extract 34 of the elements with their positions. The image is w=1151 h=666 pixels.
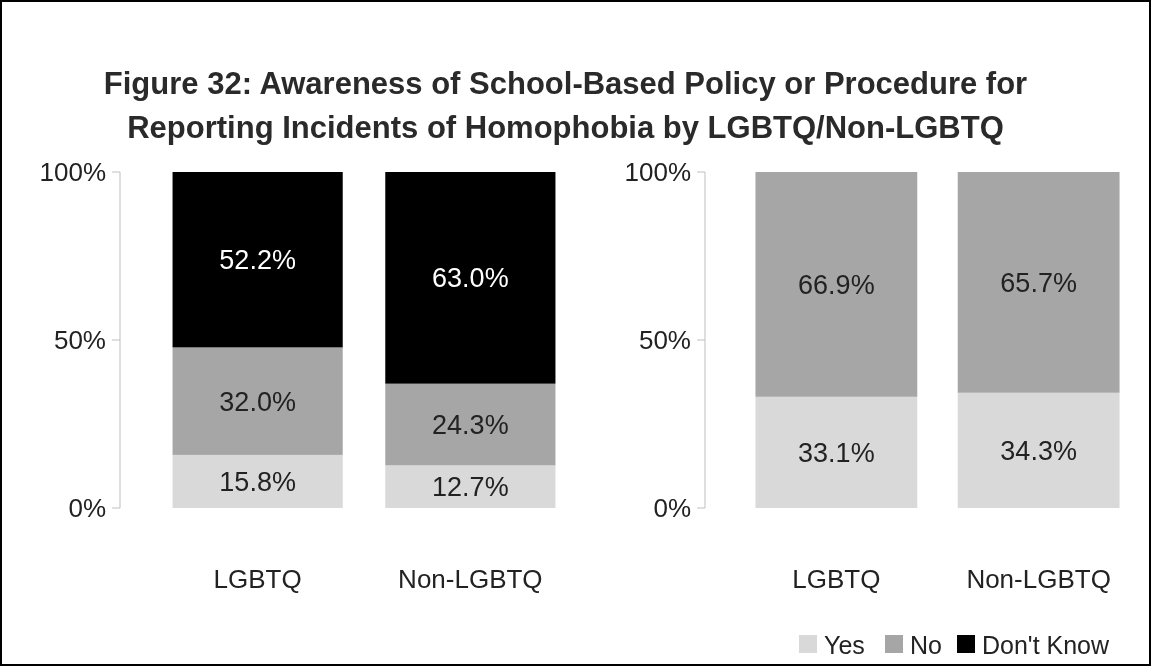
data-label: 34.3% <box>1000 435 1077 466</box>
x-tick-label: LGBTQ <box>213 564 302 594</box>
data-label: 12.7% <box>432 472 509 503</box>
data-label: 33.1% <box>798 437 875 468</box>
data-label: 32.0% <box>219 386 296 417</box>
bar <box>385 383 556 466</box>
data-label: 65.7% <box>1000 267 1077 298</box>
bar <box>957 172 1120 393</box>
legend-label: Yes <box>824 630 865 659</box>
x-tick-label: Non-LGBTQ <box>398 564 543 594</box>
x-tick-label: Non-LGBTQ <box>966 564 1111 594</box>
bar <box>957 392 1120 508</box>
data-label: 15.8% <box>219 466 296 497</box>
data-label: 66.9% <box>798 269 875 300</box>
bar <box>755 396 918 508</box>
y-tick-label: 100% <box>624 157 691 188</box>
legend-label: No <box>910 630 942 659</box>
bar <box>385 465 556 508</box>
bar <box>385 172 556 384</box>
data-label: 24.3% <box>432 409 509 440</box>
chart-title: Figure 32: Awareness of School-Based Policy or Procedure for Reporting Incidents of Homophobia by LGBTQ/Non-LGBTQ <box>103 66 1028 145</box>
x-tick-label: LGBTQ <box>792 564 881 594</box>
y-tick-label: 0% <box>653 493 691 524</box>
bar <box>172 454 343 508</box>
y-tick-label: 50% <box>53 325 106 356</box>
bar <box>172 347 343 455</box>
data-label: 63.0% <box>432 263 509 294</box>
y-tick-label: 100% <box>39 157 106 188</box>
bar <box>755 172 918 397</box>
y-tick-label: 0% <box>68 493 106 524</box>
legend-label: Don't Know <box>982 630 1111 659</box>
y-tick-label: 50% <box>638 325 691 356</box>
bar <box>172 172 343 348</box>
data-label: 52.2% <box>219 245 296 276</box>
